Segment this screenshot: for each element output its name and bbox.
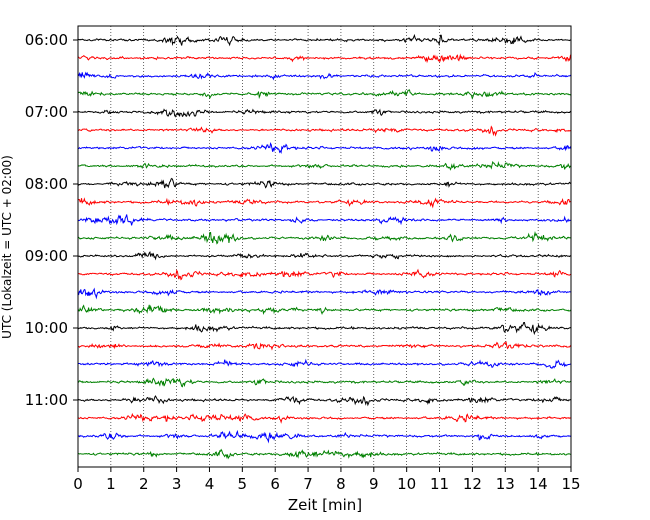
y-tick-label: 09:00: [25, 247, 68, 265]
x-tick-label: 12: [463, 475, 482, 493]
x-tick-label: 11: [430, 475, 449, 493]
seismic-trace-0800: [77, 177, 572, 189]
x-tick-label: 15: [561, 475, 580, 493]
x-tick-label: 2: [139, 475, 149, 493]
seismic-trace-1145: [77, 448, 572, 460]
seismic-trace-0845: [77, 231, 572, 245]
seismic-trace-0730: [77, 142, 572, 154]
x-axis-label: Zeit [min]: [288, 496, 362, 514]
x-tick-label: 8: [336, 475, 346, 493]
x-tick-label: 3: [172, 475, 182, 493]
x-axis-ticks: 0 1 2 3 4 5 6 7 8 9 10 11 12 13 14 15: [73, 467, 581, 493]
seismic-trace-0930: [77, 287, 572, 300]
seismic-trace-0715: [77, 125, 572, 137]
seismic-trace-1100: [77, 395, 572, 407]
seismic-trace-0915: [77, 268, 572, 281]
x-tick-label: 14: [529, 475, 548, 493]
seismic-trace-0700: [77, 108, 572, 118]
seismic-trace-0815: [77, 197, 572, 209]
x-tick-label: 6: [270, 475, 280, 493]
seismic-trace-0645: [77, 89, 572, 100]
x-tick-label: 5: [238, 475, 248, 493]
seismic-trace-0945: [77, 304, 572, 315]
x-tick-label: 1: [106, 475, 116, 493]
seismic-trace-1000: [77, 322, 572, 336]
seismic-trace-1045: [77, 377, 572, 388]
y-tick-label: 06:00: [25, 31, 68, 49]
x-tick-label: 9: [369, 475, 379, 493]
x-tick-label: 4: [205, 475, 215, 493]
seismic-traces: [77, 33, 572, 460]
y-axis-ticks: 06:00 07:00 08:00 09:00 10:00 11:00: [25, 31, 78, 409]
seismic-trace-1030: [77, 358, 572, 370]
seismic-trace-0745: [77, 160, 572, 171]
seismic-trace-0630: [77, 71, 572, 81]
plot-frame: [77, 25, 572, 468]
seismic-trace-1130: [77, 429, 572, 444]
seismic-trace-0600: [77, 33, 572, 47]
seismic-trace-0615: [77, 53, 572, 64]
seismic-trace-1015: [77, 340, 572, 351]
x-tick-label: 0: [73, 475, 83, 493]
seismic-trace-1115: [77, 412, 572, 424]
seismic-trace-0900: [77, 250, 572, 261]
y-tick-label: 11:00: [25, 391, 68, 409]
y-tick-label: 07:00: [25, 103, 68, 121]
x-tick-label: 7: [303, 475, 313, 493]
x-tick-label: 13: [496, 475, 515, 493]
y-axis-label: UTC (Lokalzeit = UTC + 02:00): [0, 155, 14, 339]
x-tick-label: 10: [397, 475, 416, 493]
seismic-trace-0830: [77, 214, 572, 226]
y-tick-label: 08:00: [25, 175, 68, 193]
y-tick-label: 10:00: [25, 319, 68, 337]
